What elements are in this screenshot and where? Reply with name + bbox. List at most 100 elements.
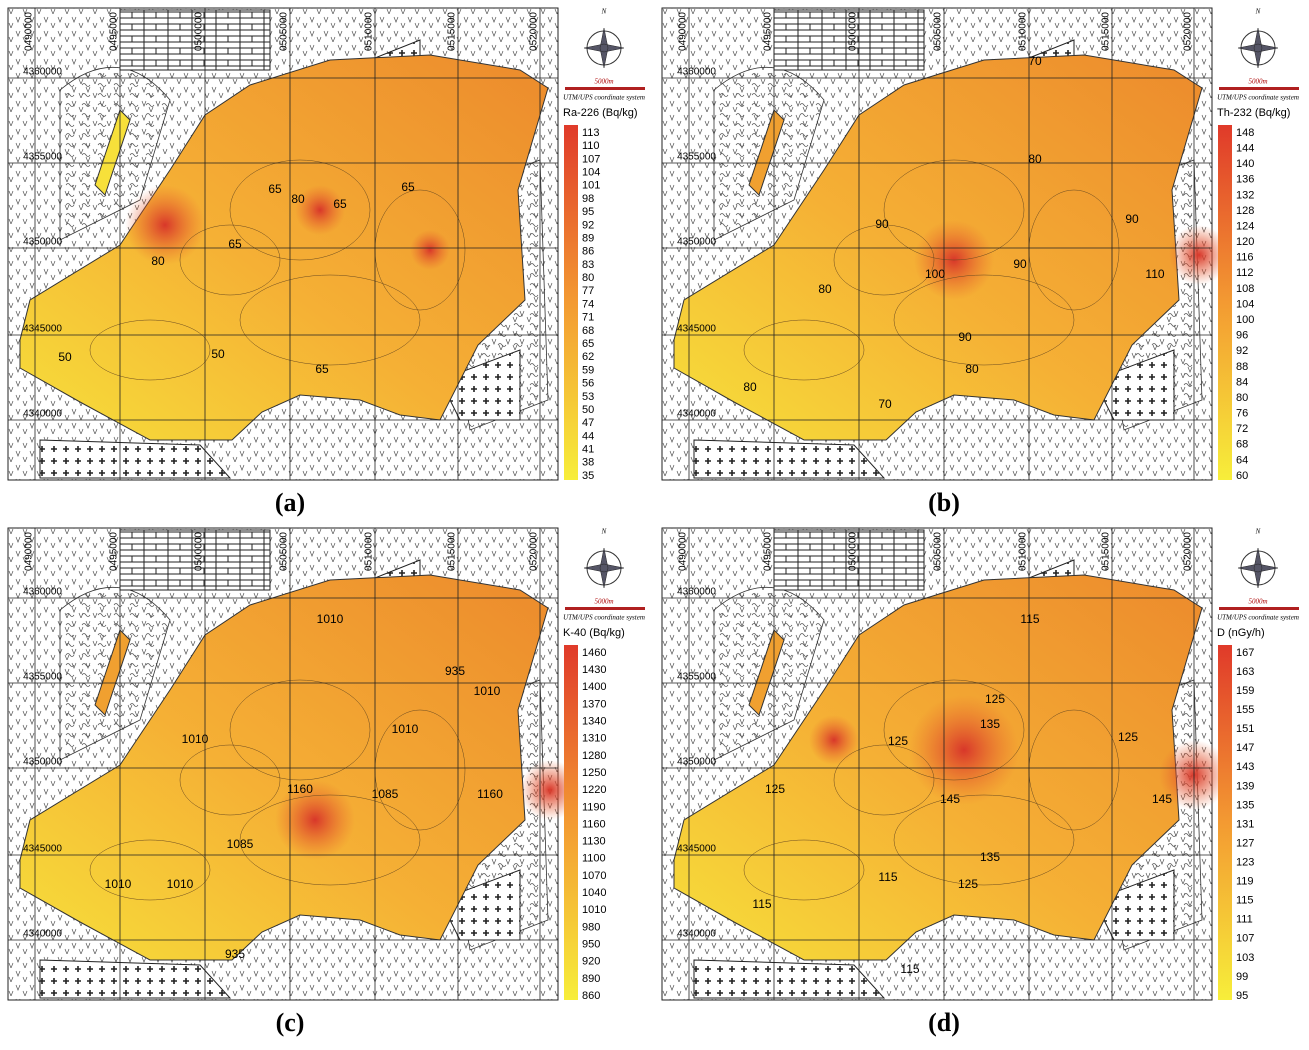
contour-label: 90 xyxy=(1013,257,1027,271)
x-coordinate: 0500000 xyxy=(194,532,205,571)
contour-label: 80 xyxy=(965,362,979,376)
x-coordinate: 0510000 xyxy=(1018,12,1029,51)
contour-label: 1010 xyxy=(167,877,194,891)
compass-north: N xyxy=(1255,8,1261,16)
contour-label: 1010 xyxy=(392,722,419,736)
contour-label: 80 xyxy=(818,282,832,296)
legend-tick: 92 xyxy=(582,219,594,231)
y-coordinate: 4355000 xyxy=(23,672,62,683)
legend-tick: 1100 xyxy=(582,853,606,865)
legend-tick: 1280 xyxy=(582,750,606,762)
legend-tick: 88 xyxy=(1236,361,1248,373)
legend-tick: 68 xyxy=(582,325,594,337)
x-coordinate: 0495000 xyxy=(109,532,120,571)
y-coordinate: 4350000 xyxy=(677,757,716,768)
legend-tick: 96 xyxy=(1236,330,1248,342)
hotspot xyxy=(125,185,205,265)
coord-system: UTM/UPS coordinate system xyxy=(1217,614,1299,622)
legend-tick: 116 xyxy=(1236,252,1254,264)
contour-label: 100 xyxy=(925,267,945,281)
legend-tick: 143 xyxy=(1236,761,1254,773)
contour-line xyxy=(229,159,371,261)
contour-label: 1085 xyxy=(372,787,399,801)
contour-label: 110 xyxy=(1145,267,1164,281)
panel-label: (a) xyxy=(275,488,305,517)
legend-tick: 111 xyxy=(1236,914,1253,926)
contour-line xyxy=(883,159,1025,261)
legend-title: D (nGy/h) xyxy=(1217,627,1265,639)
legend-tick: 59 xyxy=(582,364,594,376)
legend-tick: 47 xyxy=(582,417,594,429)
x-coordinate: 0490000 xyxy=(24,12,35,51)
contour-label: 115 xyxy=(900,962,919,976)
contour-label: 70 xyxy=(878,397,892,411)
scale-bar xyxy=(1219,87,1299,90)
legend-tick: 1160 xyxy=(582,818,606,830)
legend-tick: 1220 xyxy=(582,784,606,796)
compass-star xyxy=(1237,547,1279,589)
geology-brick xyxy=(773,529,925,591)
lake-island xyxy=(748,629,785,716)
contour-label: 115 xyxy=(878,870,897,884)
contour-label: 70 xyxy=(1028,54,1042,68)
lake-island xyxy=(94,629,131,716)
x-coordinate: 0520000 xyxy=(1183,12,1194,51)
panel-label: (c) xyxy=(276,1008,305,1037)
x-coordinate: 0490000 xyxy=(678,532,689,571)
legend-tick: 167 xyxy=(1236,647,1254,659)
x-coordinate: 0520000 xyxy=(1183,532,1194,571)
legend-tick: 123 xyxy=(1236,857,1254,869)
panel: 0490000 0495000 0500000 0505000 0510000 05150… xyxy=(7,527,645,1037)
y-coordinate: 4340000 xyxy=(677,929,716,940)
legend-tick: 62 xyxy=(582,351,594,363)
geology-brick xyxy=(773,9,925,71)
legend-tick: 92 xyxy=(1236,345,1248,357)
contour-line xyxy=(89,839,211,901)
contour-label: 1010 xyxy=(105,877,132,891)
legend-tick: 56 xyxy=(582,378,594,390)
legend-tick: 1310 xyxy=(582,733,606,745)
legend-tick: 151 xyxy=(1236,723,1254,735)
legend-tick: 95 xyxy=(1236,990,1248,1002)
y-coordinate: 4355000 xyxy=(23,152,62,163)
legend-tick: 108 xyxy=(1236,283,1254,295)
x-coordinate: 0500000 xyxy=(848,12,859,51)
x-coordinate: 0490000 xyxy=(678,12,689,51)
contour-line xyxy=(893,274,1075,366)
coord-system: UTM/UPS coordinate system xyxy=(1217,94,1299,102)
legend-tick: 124 xyxy=(1236,220,1254,232)
legend-tick: 71 xyxy=(582,312,594,324)
contour-label: 125 xyxy=(958,877,978,891)
contour-label: 125 xyxy=(765,782,785,796)
legend-tick: 120 xyxy=(1236,236,1254,248)
legend-tick: 86 xyxy=(582,246,594,258)
legend-tick: 100 xyxy=(1236,314,1254,326)
legend-tick: 1190 xyxy=(582,801,606,813)
contour-label: 125 xyxy=(1118,730,1138,744)
y-coordinate: 4345000 xyxy=(23,844,62,855)
x-coordinate: 0495000 xyxy=(763,12,774,51)
legend-tick: 84 xyxy=(1236,376,1248,388)
legend-tick: 1130 xyxy=(582,836,606,848)
x-coordinate: 0515000 xyxy=(1101,12,1112,51)
contour-line xyxy=(883,679,1025,781)
legend-bar xyxy=(1218,645,1232,1000)
compass-north: N xyxy=(1255,528,1261,536)
legend-tick: 80 xyxy=(582,272,594,284)
x-coordinate: 0490000 xyxy=(24,532,35,571)
contour-label: 80 xyxy=(151,254,165,268)
contour-label: 65 xyxy=(268,182,282,196)
x-coordinate: 0495000 xyxy=(109,12,120,51)
x-coordinate: 0505000 xyxy=(933,532,944,571)
contour-label: 65 xyxy=(228,237,242,251)
y-coordinate: 4355000 xyxy=(677,152,716,163)
contour-label: 145 xyxy=(1152,792,1172,806)
geology-cross xyxy=(39,439,232,479)
legend-tick: 113 xyxy=(582,127,600,139)
legend-tick: 155 xyxy=(1236,704,1254,716)
contour-label: 80 xyxy=(743,380,757,394)
legend-bar xyxy=(1218,125,1232,480)
legend-tick: 1010 xyxy=(582,904,606,916)
x-coordinate: 0510000 xyxy=(364,532,375,571)
